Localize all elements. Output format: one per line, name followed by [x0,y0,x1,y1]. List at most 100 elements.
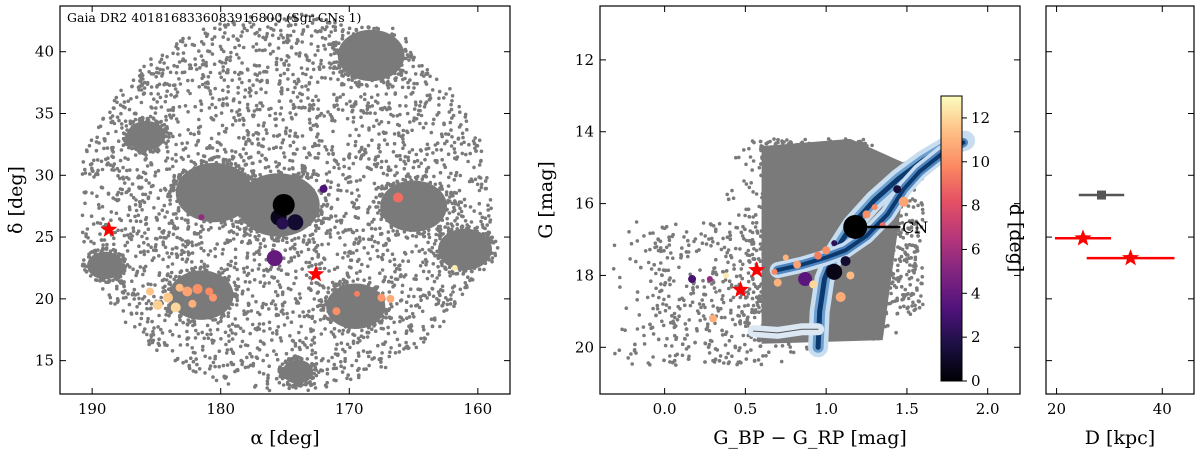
sky-y-label: δ [deg] [5,166,27,234]
cmd-target-point [843,214,868,239]
cmd-x-tick-label: 1.0 [814,400,838,418]
cmd-member-point [809,280,818,289]
cmd-member-point [862,210,871,219]
cmd-member-point [688,275,697,284]
cmd-member-point [706,276,713,283]
cmd-x-axis: 0.0 0.5 1.0 1.5 2.0 [653,6,1000,418]
cmd-y-tick-label: 14 [575,123,594,141]
cmd-member-point [793,260,802,269]
sky-member-point [175,283,184,292]
cmd-member-point [814,251,823,260]
cmd-member-point [846,271,855,280]
cmd-x-tick-label: 2.0 [976,400,1000,418]
sky-x-tick-label: 170 [335,400,364,418]
sky-member-point [319,184,328,193]
distance-y-ticks [1046,51,1194,362]
sky-member-point [377,293,386,302]
cmd-member-point [893,185,902,194]
distance-x-label: D [kpc] [1085,427,1155,449]
distance-point-star [1122,249,1140,266]
cn-annotation: CN [902,218,928,237]
colorbar-tick-label: 0 [971,372,981,390]
sky-member-point [451,264,458,271]
sky-clumps [80,25,500,388]
colorbar-tick-label: 4 [971,284,981,302]
distance-point-star [1074,229,1092,246]
sky-clump [438,228,492,271]
cmd-frame [599,5,1021,395]
sky-x-axis: 190 180 170 160 [78,6,492,418]
cmd-y-tick-label: 16 [575,195,594,213]
sky-x-tick-label: 180 [206,400,235,418]
sky-frame [59,5,511,395]
cmd-member-point [773,278,782,287]
sky-clump [282,359,314,384]
colorbar-tick-label: 12 [971,109,990,127]
cmd-red-star [748,261,766,278]
cmd-member-point [840,256,851,267]
colorbar-tick-label: 8 [971,197,981,215]
sky-title: Gaia DR2 4018168336083916800 (Sgr CNs 1) [67,10,361,25]
cmd-member-point [709,314,718,323]
sky-member-point [332,307,341,316]
colorbar-tick-label: 6 [971,240,981,258]
distance-frame [1045,5,1195,395]
sky-member-point [354,290,360,297]
sky-y-axis: 15 20 25 30 35 40 [35,43,510,370]
cmd-red-star [732,280,750,298]
colorbar: 0 2 4 6 8 10 12 d [deg] [940,95,1027,390]
distance-x-axis: 20 40 [1047,6,1172,418]
cmd-x-label: G_BP − G_RP [mag] [713,427,907,449]
sky-clump [169,270,234,320]
sky-y-tick-label: 30 [35,166,54,184]
sky-member-point [163,292,173,303]
cmd-member-point [835,292,846,302]
cmd-y-tick-label: 20 [575,338,594,356]
sky-field-stars [80,12,493,393]
sky-red-star [100,220,118,237]
colorbar-label: d [deg] [1005,204,1027,273]
sky-panel: Gaia DR2 4018168336083916800 (Sgr CNs 1)… [5,5,511,449]
colorbar-ticks: 0 2 4 6 8 10 12 [962,109,990,390]
colorbar-tick-label: 10 [971,153,990,171]
cmd-y-label: G [mag] [535,161,557,239]
colorbar-tick-label: 2 [971,328,981,346]
colorbar-gradient [940,95,963,382]
cmd-x-tick-label: 1.5 [895,400,919,418]
sky-member-point [386,294,395,303]
sky-member-point [393,192,404,203]
sky-member-point [192,283,203,294]
sky-member-point [152,300,163,311]
cmd-y-axis: 12 14 16 18 20 [575,51,1020,356]
sky-members [146,184,458,316]
sky-member-point [266,250,283,267]
cmd-member-point [771,268,778,275]
cmd-member-point [831,240,838,247]
sky-y-tick-label: 15 [35,352,54,370]
sky-member-point [170,302,181,313]
distance-x-tick-label: 20 [1047,400,1066,418]
sky-y-tick-label: 25 [35,228,54,246]
sky-member-point [276,217,289,230]
cmd-member-point [826,263,843,280]
cmd-members [688,185,909,323]
cmd-member-point [723,272,729,279]
distance-plot-area [1054,190,1175,266]
distance-x-tick-label: 40 [1153,400,1172,418]
sky-member-point [205,287,214,296]
sky-target-point [272,193,295,216]
sky-x-tick-label: 160 [464,400,493,418]
cmd-member-point [871,204,878,211]
cmd-y-tick-label: 18 [575,266,594,284]
sky-y-tick-label: 40 [35,43,54,61]
cmd-x-tick-label: 0.0 [653,400,677,418]
sky-x-tick-label: 190 [78,400,107,418]
sky-red-star [307,265,325,282]
cmd-x-tick-label: 0.5 [733,400,757,418]
sky-clump [337,29,405,82]
cmd-member-point [782,254,789,261]
sky-y-tick-label: 20 [35,290,54,308]
distance-point-cn [1097,190,1106,200]
